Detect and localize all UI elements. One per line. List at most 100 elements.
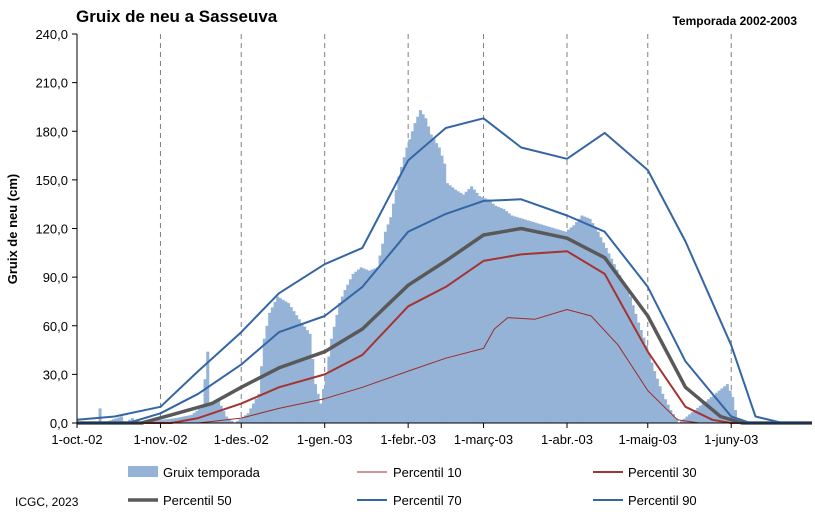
season-label: Temporada 2002-2003 <box>672 14 797 28</box>
snow-depth-bar <box>669 410 673 423</box>
snow-depth-bar <box>585 217 589 423</box>
snow-depth-bar <box>241 417 245 423</box>
x-tick-label: 1-oct.-02 <box>51 432 102 447</box>
snow-depth-bar <box>155 420 159 423</box>
snow-depth-bar <box>580 215 584 423</box>
snow-depth-bar <box>537 223 541 423</box>
snow-depth-bar <box>198 408 202 423</box>
legend-label: Percentil 90 <box>628 493 697 508</box>
snow-depth-bar <box>548 226 552 423</box>
snow-depth-bar <box>596 231 600 423</box>
snow-depth-bar <box>483 198 487 423</box>
snow-depth-bar <box>235 421 239 423</box>
snow-depth-bar <box>120 416 124 423</box>
snow-depth-bar <box>567 229 571 423</box>
snow-depth-bar <box>165 419 169 423</box>
snow-depth-bar <box>112 419 116 423</box>
y-tick-label: 210,0 <box>35 76 68 91</box>
x-tick-label: 1-març-03 <box>454 432 513 447</box>
x-tick-label: 1-maig-03 <box>619 432 678 447</box>
snow-depth-bar <box>243 415 247 423</box>
snow-depth-bar <box>661 393 665 423</box>
snow-depth-bar <box>523 219 527 423</box>
snow-depth-bar <box>375 267 379 423</box>
snow-depth-bar <box>195 410 199 423</box>
snow-depth-bar <box>424 118 428 423</box>
snow-depth-bar <box>179 417 183 423</box>
snow-depth-bar <box>346 284 350 423</box>
snow-depth-bar <box>515 217 519 423</box>
snow-depth-bar <box>545 226 549 423</box>
snow-depth-bar <box>480 197 484 423</box>
snow-depth-bar <box>443 163 447 424</box>
snow-depth-bar <box>311 358 315 423</box>
snow-depth-bar <box>373 268 377 423</box>
snow-depth-bar <box>383 231 387 423</box>
snow-depth-bar <box>518 217 522 423</box>
snow-depth-bar <box>168 418 172 423</box>
legend-label: Percentil 30 <box>628 465 697 480</box>
snow-depth-bar <box>540 224 544 423</box>
tick-labels: 1-oct.-02 1-nov.-02 1-des.-02 1-gen.-03 1-fe… <box>35 27 758 447</box>
line-percentil-1 <box>77 309 812 424</box>
snow-depth-bar <box>273 301 277 423</box>
snow-depth-bar <box>435 143 439 423</box>
snow-depth-bar <box>731 397 735 423</box>
y-axis-label: Gruix de neu (cm) <box>5 174 20 285</box>
axes <box>72 33 812 428</box>
snow-depth-bar <box>130 418 134 423</box>
snow-depth-bar <box>448 185 452 423</box>
snow-depth-bar <box>171 418 175 423</box>
snow-depth-bar <box>327 356 331 423</box>
snow-depth-bar <box>284 301 288 423</box>
snow-depth-bar <box>453 189 457 423</box>
snow-depth-bar <box>534 222 538 423</box>
legend-label: Percentil 50 <box>163 493 232 508</box>
snow-depth-bar <box>529 221 533 423</box>
snow-depth-bar <box>254 398 258 423</box>
snow-depth-bar <box>117 417 121 423</box>
snow-depth-bar <box>437 147 441 423</box>
snow-depth-bar <box>491 203 495 423</box>
x-tick-label: 1-gen.-03 <box>297 432 353 447</box>
snow-depth-bar <box>392 203 396 423</box>
snow-depth-bar <box>626 291 630 423</box>
snow-depth-bar <box>505 211 509 423</box>
snow-depth-bar <box>472 189 476 423</box>
snow-depth-bar <box>413 123 417 424</box>
snow-depth-bar <box>488 201 492 423</box>
snow-depth-bar <box>257 393 261 423</box>
snow-depth-bar <box>607 253 611 423</box>
snow-depth-bar <box>160 419 164 423</box>
line-percentil-2 <box>77 250 812 424</box>
snow-depth-bar <box>645 345 649 423</box>
snow-depth-bar <box>688 414 692 423</box>
legend-swatch <box>128 466 158 477</box>
y-tick-label: 90,0 <box>43 270 68 285</box>
snow-depth-bar <box>572 225 576 423</box>
snow-depth-bar <box>693 410 697 423</box>
snow-depth-bar <box>270 307 274 423</box>
snow-depth-bar <box>418 110 422 424</box>
snow-depth-bar <box>330 338 334 423</box>
snow-depth-bar <box>647 353 651 423</box>
snow-depth-bar <box>386 224 390 423</box>
snow-depth-bar <box>618 274 622 423</box>
x-tick-label: 1-febr.-03 <box>380 432 436 447</box>
snow-depth-bar <box>634 313 638 423</box>
snow-depth-bar <box>332 326 336 423</box>
snow-depth-bar <box>219 405 223 423</box>
snow-depth-bar <box>459 192 463 423</box>
snow-depth-bar <box>623 285 627 423</box>
snow-depth-bar <box>733 410 737 423</box>
snow-depth-bar <box>628 296 632 423</box>
line-percentil-5 <box>76 117 812 424</box>
snow-depth-bar <box>252 403 256 423</box>
snow-depth-bar <box>456 191 460 423</box>
snow-depth-bar <box>462 194 466 423</box>
snow-depth-bar <box>642 337 646 423</box>
snow-depth-bar <box>322 388 326 423</box>
snow-depth-bar <box>666 404 670 423</box>
snow-depth-bar <box>338 303 342 423</box>
snow-depth-bar <box>707 399 711 423</box>
